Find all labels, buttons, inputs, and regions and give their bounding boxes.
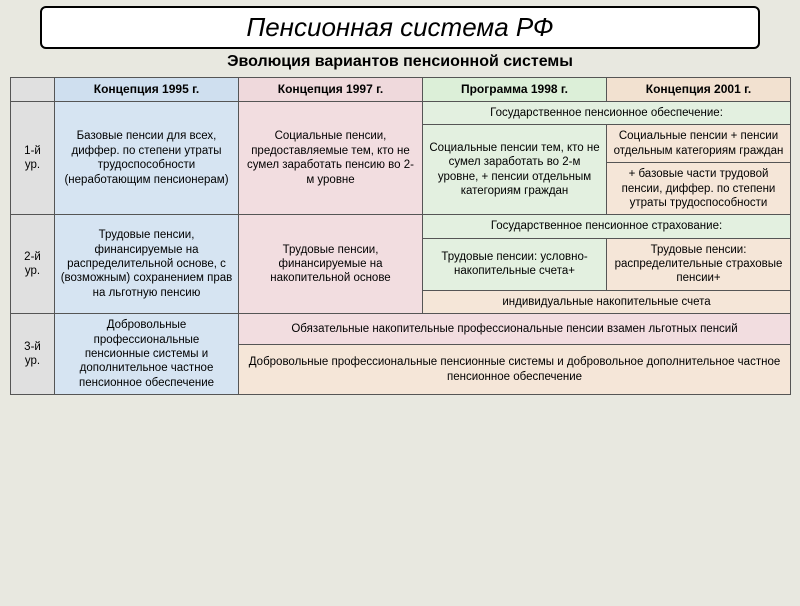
l1-2001a: Социальные пенсии + пенсии отдельным кат… <box>607 125 791 163</box>
l1-1995: Базовые пенсии для всех, диффер. по степ… <box>55 102 239 215</box>
l1-1997: Социальные пенсии, предоставляемые тем, … <box>239 102 423 215</box>
l2-label: 2-й ур. <box>11 215 55 314</box>
l1-gos-row: 1-й ур. Базовые пенсии для всех, диффер.… <box>11 102 791 125</box>
l2-2001: Трудовые пенсии: распределительные страх… <box>607 238 791 290</box>
l2-1998: Трудовые пенсии: условно-накопительные с… <box>423 238 607 290</box>
col-1997: Концепция 1997 г. <box>239 78 423 102</box>
l2-gos-row: 2-й ур. Трудовые пенсии, финансируемые н… <box>11 215 791 238</box>
evolution-table: Концепция 1995 г. Концепция 1997 г. Прог… <box>10 77 791 395</box>
col-1998: Программа 1998 г. <box>423 78 607 102</box>
l1-gos-header: Государственное пенсионное обеспечение: <box>423 102 791 125</box>
l2-1995: Трудовые пенсии, финансируемые на распре… <box>55 215 239 314</box>
l2-1997: Трудовые пенсии, финансируемые на накопи… <box>239 215 423 314</box>
l1-1998: Социальные пенсии тем, кто не сумел зара… <box>423 125 607 215</box>
header-row: Концепция 1995 г. Концепция 1997 г. Прог… <box>11 78 791 102</box>
l3-top: Обязательные накопительные профессиональ… <box>239 314 791 345</box>
col-1995: Концепция 1995 г. <box>55 78 239 102</box>
l2-gos-header: Государственное пенсионное страхование: <box>423 215 791 238</box>
subtitle: Эволюция вариантов пенсионной системы <box>0 53 800 71</box>
l1-label: 1-й ур. <box>11 102 55 215</box>
l3-top-row: 3-й ур. Добровольные профессиональные пе… <box>11 314 791 345</box>
l1-2001b: + базовые части трудовой пенсии, диффер.… <box>607 163 791 215</box>
l2-ind: индивидуальные накопительные счета <box>423 290 791 313</box>
l3-label: 3-й ур. <box>11 314 55 395</box>
l3-bottom: Добровольные профессиональные пенсионные… <box>239 345 791 395</box>
l3-1995: Добровольные профессиональные пенсионные… <box>55 314 239 395</box>
page-title: Пенсионная система РФ <box>40 6 760 49</box>
col-2001: Концепция 2001 г. <box>607 78 791 102</box>
corner-cell <box>11 78 55 102</box>
